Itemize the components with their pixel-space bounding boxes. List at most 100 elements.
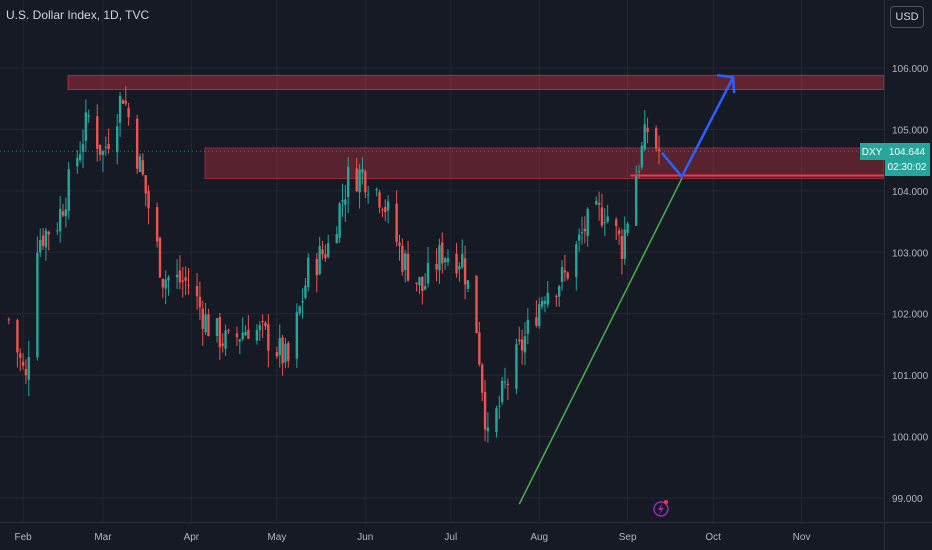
candle-body — [244, 331, 247, 336]
candle-body — [498, 405, 501, 407]
candle-body — [64, 209, 68, 217]
projection-arrow — [660, 76, 735, 178]
candle-body — [241, 332, 244, 340]
price-tick-label: 106.000 — [892, 64, 929, 75]
candle-body — [461, 253, 464, 268]
candle-body — [61, 211, 65, 216]
candle-body — [284, 343, 287, 363]
candle-body — [204, 314, 207, 333]
time-tick-label: Aug — [530, 532, 548, 543]
candle-body — [566, 272, 569, 279]
candle-body — [175, 274, 179, 278]
candle-body — [401, 245, 404, 272]
candle-body — [21, 361, 25, 366]
candle-body — [555, 295, 558, 297]
candle-body — [421, 276, 424, 292]
candle-body — [164, 279, 167, 289]
time-tick-label: Sep — [619, 532, 637, 543]
candle-body — [158, 237, 162, 278]
candle-body — [41, 235, 45, 246]
candle-body — [381, 209, 384, 211]
candle-body — [620, 236, 624, 259]
candle-body — [520, 339, 524, 351]
candle-body — [580, 232, 584, 234]
candle-body — [116, 126, 119, 153]
candle-body — [195, 286, 199, 297]
candle-body — [546, 292, 549, 305]
candle-body — [575, 244, 578, 277]
candle-body — [361, 169, 364, 173]
candle-body — [637, 170, 641, 172]
candle-body — [84, 112, 88, 141]
candle-body — [446, 258, 450, 263]
candle-body — [264, 322, 267, 327]
price-tick-label: 100.000 — [892, 433, 929, 444]
candle-body — [495, 408, 498, 433]
candle-body — [98, 144, 102, 155]
candle-body — [101, 151, 105, 156]
candle-body — [221, 343, 224, 346]
price-axis: 106.000 105.000 104.000 103.000 102.000 101.0… — [884, 0, 929, 550]
candle-body — [235, 333, 239, 338]
candle-body — [307, 257, 310, 288]
candle-body — [44, 230, 48, 248]
candle-body — [295, 312, 299, 359]
candle-body — [298, 306, 301, 314]
candle-body — [563, 270, 567, 273]
candle-body — [603, 222, 607, 224]
candles — [7, 86, 661, 443]
price-tick-label: 103.000 — [892, 248, 929, 259]
candle-body — [78, 154, 82, 161]
time-tick-label: Feb — [14, 532, 32, 543]
time-tick-label: Mar — [94, 532, 112, 543]
candle-body — [615, 219, 618, 226]
candle-body — [657, 149, 661, 152]
candle-body — [135, 118, 139, 169]
candle-body — [386, 201, 390, 211]
candle-body — [646, 127, 649, 133]
candle-body — [441, 242, 444, 264]
candle-body — [76, 157, 79, 167]
candle-body — [654, 128, 658, 149]
candle-body — [415, 282, 418, 284]
candle-body — [207, 314, 210, 337]
candle-body — [503, 381, 507, 383]
candle-body — [238, 339, 242, 342]
candle-body — [36, 252, 39, 358]
candle-body — [16, 320, 19, 353]
candle-body — [600, 207, 604, 226]
candle-body — [458, 266, 461, 270]
symbol-badge: DXY — [862, 147, 883, 158]
currency-button[interactable]: USD — [890, 6, 924, 28]
candle-body — [261, 321, 264, 323]
candle-body — [426, 262, 430, 284]
event-icon[interactable] — [653, 500, 669, 517]
candle-body — [287, 343, 290, 361]
candle-body — [56, 230, 59, 232]
last-price-label: 104.644 — [889, 147, 926, 158]
ascending-trendline — [518, 178, 683, 505]
price-badge-bg — [885, 143, 930, 176]
annotation-zones — [67, 74, 885, 180]
candle-body — [423, 286, 427, 290]
candle-body — [324, 254, 327, 259]
candle-body — [335, 234, 338, 244]
arrow-head — [716, 73, 736, 94]
candle-body — [281, 337, 284, 364]
candle-body — [138, 156, 142, 173]
candle-body — [315, 258, 319, 276]
time-tick-label: May — [267, 532, 286, 543]
candle-body — [318, 246, 321, 275]
candle-body — [278, 338, 281, 356]
candle-body — [366, 194, 370, 196]
price-tick-label: 102.000 — [892, 310, 929, 321]
time-axis: Feb Mar Apr May Jun Jul Aug Sep Oct Nov — [0, 522, 932, 543]
time-tick-label: Nov — [793, 532, 811, 543]
candle-body — [304, 285, 307, 298]
candle-body — [327, 243, 330, 257]
candle-body — [127, 107, 130, 118]
candle-body — [341, 200, 344, 202]
candle-body — [107, 144, 110, 150]
last-price-badge: DXY 104.644 02:30:02 — [860, 143, 930, 176]
